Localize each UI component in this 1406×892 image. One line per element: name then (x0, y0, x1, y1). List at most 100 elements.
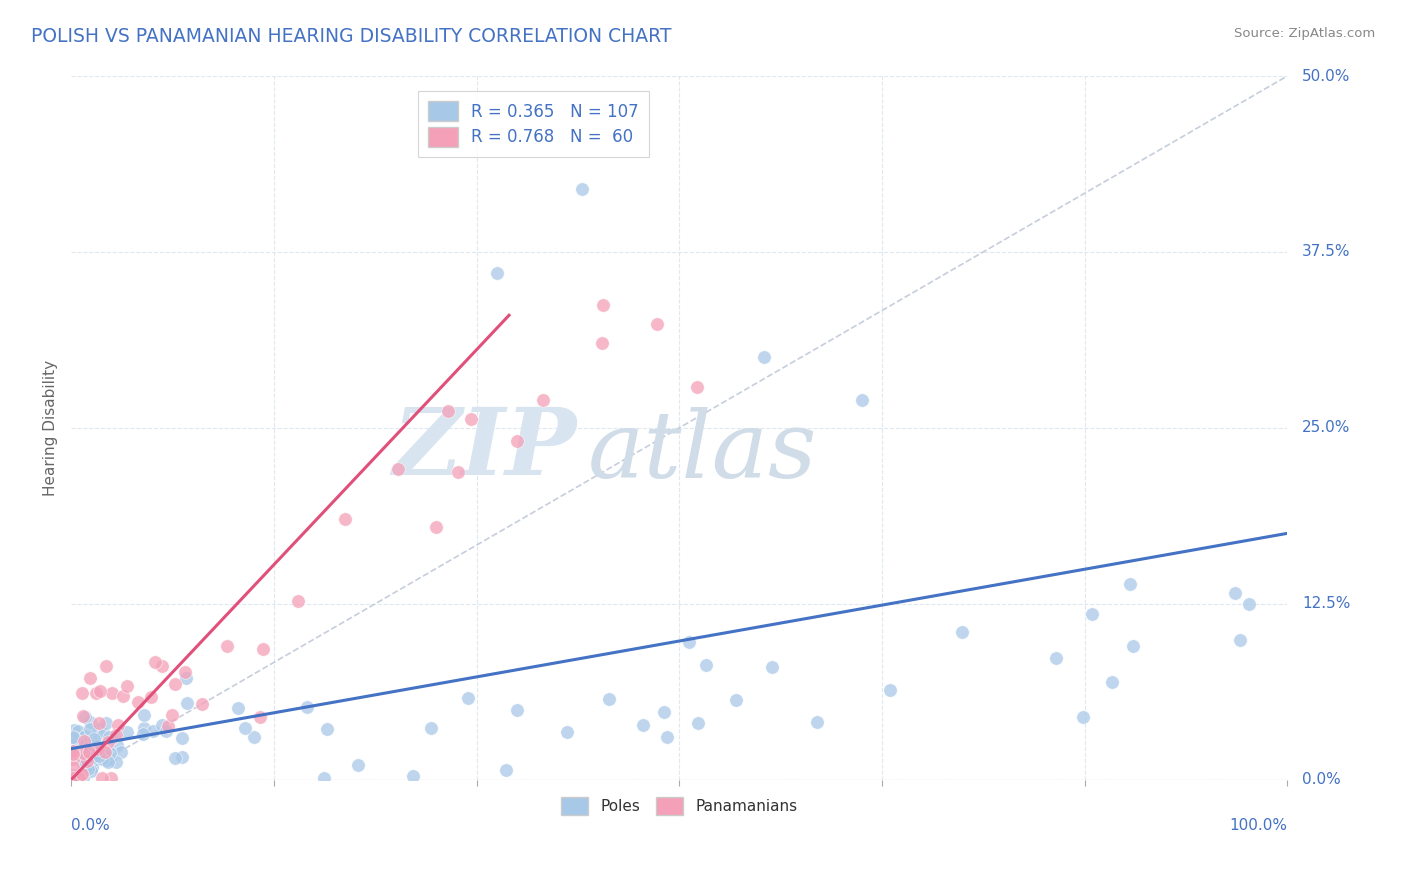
Point (105, 738, 128, 752)
Point (101, 731, 124, 745)
Point (226, 700, 249, 714)
Point (1122, 639, 1144, 653)
Point (252, 642, 274, 657)
Point (127, 695, 149, 709)
Point (67, 771, 90, 785)
Point (295, 699, 318, 714)
Point (66, 767, 89, 781)
Point (592, 298, 614, 312)
Point (96, 755, 118, 769)
Point (1045, 651, 1067, 665)
Point (73, 734, 96, 748)
Text: 0.0%: 0.0% (72, 818, 110, 833)
Point (143, 655, 166, 669)
Point (506, 703, 529, 717)
Point (62, 745, 84, 759)
Point (347, 758, 370, 772)
Point (80, 749, 103, 764)
Point (110, 745, 132, 759)
Point (571, 181, 593, 195)
Point (506, 434, 529, 449)
Point (1229, 632, 1251, 647)
Point (316, 722, 339, 736)
Point (94, 753, 117, 767)
Point (531, 393, 554, 408)
Point (62, 730, 84, 744)
Point (69, 764, 91, 779)
Point (190, 697, 212, 711)
Point (93, 745, 115, 759)
Point (79, 715, 101, 730)
Point (84, 730, 107, 744)
Point (243, 730, 266, 744)
Point (72, 709, 94, 723)
Point (67, 771, 90, 785)
Point (87, 715, 110, 730)
Point (70, 685, 93, 699)
Point (62, 723, 84, 738)
Point (176, 696, 198, 710)
Point (70, 767, 93, 781)
Text: atlas: atlas (588, 408, 817, 498)
Point (485, 266, 508, 280)
Point (97, 730, 120, 744)
Point (287, 594, 309, 608)
Point (70, 731, 93, 746)
Point (105, 728, 128, 742)
Point (67, 771, 90, 785)
Point (80, 764, 103, 779)
Text: 12.5%: 12.5% (1302, 596, 1350, 611)
Point (90, 752, 112, 766)
Point (62, 771, 84, 785)
Point (83, 753, 105, 767)
Point (100, 771, 122, 785)
Point (761, 660, 783, 674)
Point (70, 754, 93, 768)
Text: POLISH VS PANAMANIAN HEARING DISABILITY CORRELATION CHART: POLISH VS PANAMANIAN HEARING DISABILITY … (31, 27, 672, 45)
Point (134, 721, 156, 735)
Point (79, 738, 101, 752)
Point (62, 767, 84, 781)
Point (387, 462, 409, 476)
Point (312, 771, 335, 785)
Point (754, 351, 776, 365)
Point (69, 767, 91, 781)
Point (457, 691, 479, 706)
Point (62, 752, 84, 766)
Point (172, 731, 194, 746)
Point (163, 751, 186, 765)
Point (156, 719, 179, 733)
Point (142, 724, 165, 739)
Point (82, 760, 104, 774)
Point (132, 727, 155, 741)
Point (82, 760, 104, 774)
Point (150, 659, 173, 673)
Point (591, 335, 613, 350)
Point (72, 771, 94, 785)
Point (1101, 675, 1123, 690)
Point (83, 745, 105, 759)
Point (62, 759, 84, 773)
Point (98, 746, 121, 760)
Point (160, 708, 183, 723)
Point (495, 763, 517, 777)
Point (73, 736, 96, 750)
Point (686, 380, 709, 394)
Point (75, 764, 97, 779)
Point (425, 520, 447, 534)
Point (115, 679, 138, 693)
Point (249, 709, 271, 723)
Point (79, 671, 101, 685)
Point (62, 744, 84, 758)
Point (678, 634, 700, 648)
Text: 0.0%: 0.0% (1302, 772, 1340, 787)
Point (598, 691, 620, 706)
Point (62, 747, 84, 762)
Point (77, 745, 100, 759)
Point (170, 750, 193, 764)
Point (87, 742, 110, 756)
Point (103, 730, 125, 744)
Point (86, 686, 108, 700)
Point (72, 746, 94, 760)
Point (174, 671, 197, 685)
